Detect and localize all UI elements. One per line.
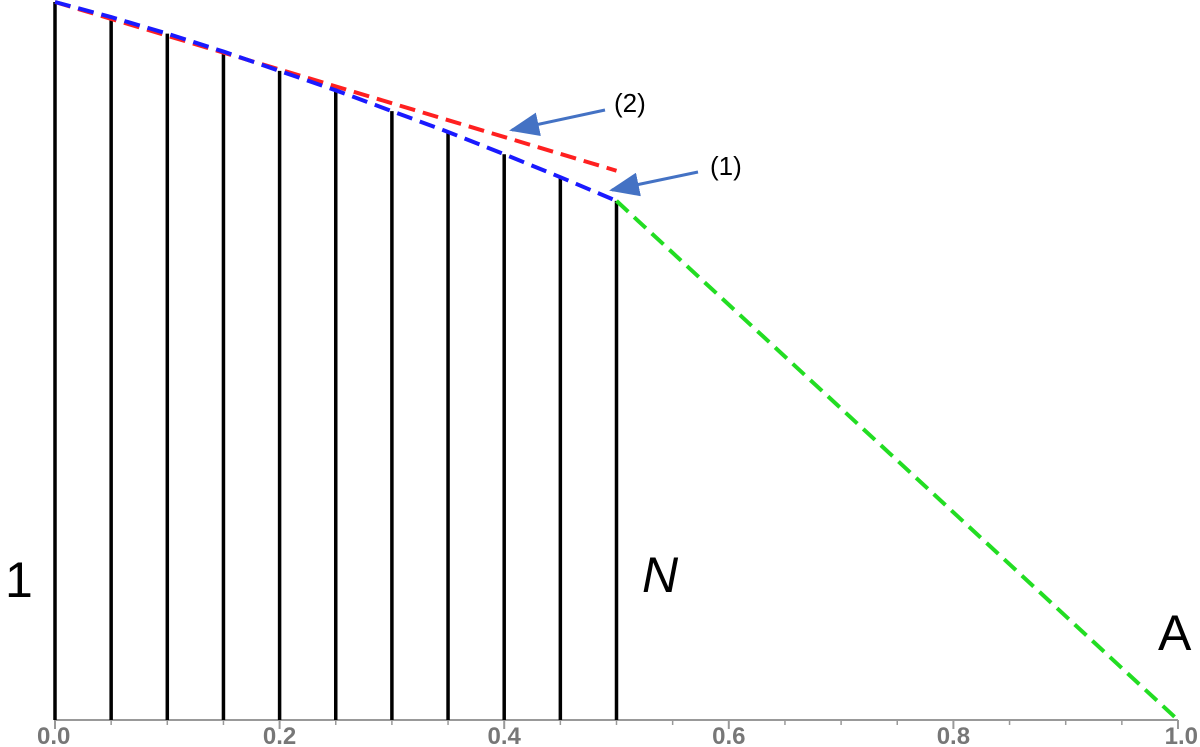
- annotation: (1): [710, 151, 742, 181]
- annotation: A: [1158, 605, 1192, 661]
- x-tick-label: 1.0: [1165, 723, 1198, 747]
- annotation: 1: [5, 552, 33, 608]
- x-tick-label: 0.0: [37, 723, 70, 747]
- annotation: (2): [614, 88, 646, 118]
- x-tick-label: 0.2: [263, 723, 296, 747]
- x-tick-label: 0.8: [937, 723, 970, 747]
- x-tick-label: 0.6: [712, 723, 745, 747]
- x-tick-label: 0.4: [488, 723, 522, 747]
- dashed-line: [615, 199, 1180, 722]
- dashed-line: [54, 0, 618, 203]
- arrow: [509, 108, 606, 137]
- annotation: N: [642, 547, 679, 603]
- arrow: [609, 170, 699, 197]
